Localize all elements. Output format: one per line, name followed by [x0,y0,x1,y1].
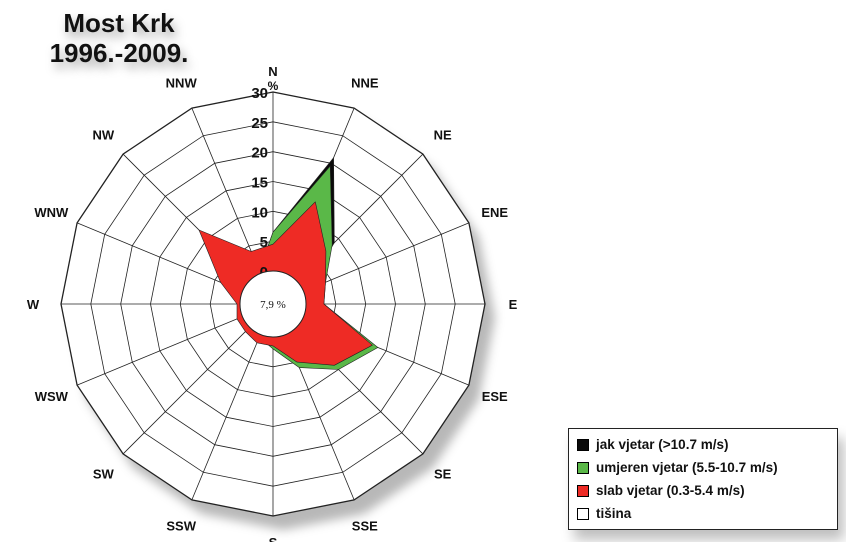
direction-labels: N NNE NE ENE E ESE SE SSE S SSW SW WSW W WNW NW NNW [27,64,518,542]
radial-tick-label: 25 [251,115,268,132]
direction-label: SSW [166,519,196,534]
grid-spoke [191,107,261,274]
legend-item-calm: tišina [577,502,837,525]
legend-label-calm: tišina [596,506,632,521]
direction-label: ENE [481,205,508,220]
radial-tick-label: 10 [251,204,268,221]
grid-spoke [76,316,243,386]
calm-circle-shape [239,270,307,338]
legend-label-weak: slab vjetar (0.3-5.4 m/s) [596,483,745,498]
direction-label: W [27,297,40,312]
legend-swatch-calm [577,507,589,520]
direction-label: NW [92,127,114,142]
chart-title: Most Krk 1996.-2009. [0,8,238,68]
radial-tick-label: 5 [260,234,268,251]
legend-item-strong: jak vjetar (>10.7 m/s) [577,433,837,456]
title-line-1: Most Krk [63,8,175,38]
grid-spoke [122,327,250,455]
legend-item-weak: slab vjetar (0.3-5.4 m/s) [577,479,837,502]
radial-tick-label: 20 [251,145,268,162]
radial-tick-label: 15 [251,175,268,192]
legend-label-strong: jak vjetar (>10.7 m/s) [596,437,729,452]
radial-tick-label: 30 [251,85,268,102]
legend-swatch-moderate [577,461,589,474]
direction-label: NNW [166,75,198,90]
legend: jak vjetar (>10.7 m/s) umjeren vjetar (5… [568,428,838,530]
legend-item-moderate: umjeren vjetar (5.5-10.7 m/s) [577,456,837,479]
calm-value: 7,9 % [260,299,286,311]
grid-spoke [76,222,243,292]
grid-spoke [303,222,470,292]
direction-label: SE [434,467,452,482]
calm-circle: 7,9 % [239,270,307,338]
direction-label: S [269,535,278,542]
direction-label: NNE [351,75,379,90]
direction-label: WNW [34,205,69,220]
legend-swatch-strong [577,438,589,451]
direction-label: WSW [35,389,69,404]
direction-label: SW [93,467,115,482]
radial-unit-label: % [268,79,279,93]
direction-label: SSE [352,519,378,534]
direction-label: ESE [482,389,508,404]
title-line-2: 1996.-2009. [49,38,189,68]
legend-swatch-weak [577,484,589,497]
grid-spoke [191,334,261,501]
direction-label: N [268,64,277,79]
direction-label: NE [434,127,452,142]
direction-label: E [509,297,518,312]
legend-label-moderate: umjeren vjetar (5.5-10.7 m/s) [596,460,778,475]
